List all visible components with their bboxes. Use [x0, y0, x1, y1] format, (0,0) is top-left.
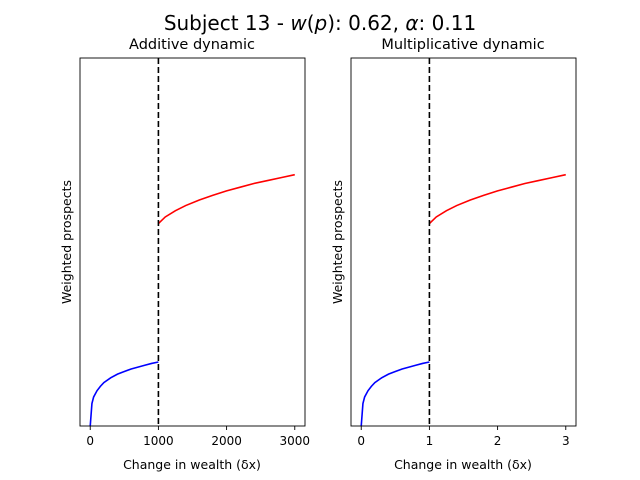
additive-panel: Additive dynamic Change in wealth (δx) W… [59, 37, 310, 472]
upper-curve [157, 173, 295, 225]
x-tick-label: 0 [86, 434, 94, 448]
x-tick-label: 3000 [279, 434, 310, 448]
lower-curve [360, 361, 430, 427]
plot-area: 0 1 2 3 [350, 57, 577, 448]
x-tick-label: 2 [494, 434, 502, 448]
suptitle-prefix: Subject 13 - [164, 11, 291, 35]
upper-curve [428, 173, 566, 225]
axes-frame [79, 57, 306, 427]
suptitle-w-value: 0.62 [348, 11, 393, 35]
panel-title: Additive dynamic [129, 37, 255, 53]
plot-area: 0 1000 2000 3000 [79, 57, 310, 448]
x-tick-label: 1000 [143, 434, 174, 448]
multiplicative-panel: Multiplicative dynamic Change in wealth … [330, 37, 577, 472]
axes-frame [350, 57, 577, 427]
x-tick-label: 3 [562, 434, 570, 448]
suptitle-w-symbol: w [290, 11, 307, 35]
x-tick-label: 2000 [211, 434, 242, 448]
x-tick-label: 0 [357, 434, 365, 448]
y-axis-label: Weighted prospects [330, 180, 345, 304]
x-axis-label: Change in wealth (δx) [394, 457, 532, 472]
x-axis-label: Change in wealth (δx) [123, 457, 261, 472]
lower-curve [89, 361, 159, 427]
figure-suptitle: Subject 13 - w(p): 0.62, α: 0.11 [164, 11, 476, 35]
suptitle-w-arg: p [314, 11, 328, 35]
suptitle-alpha-value: 0.11 [432, 11, 477, 35]
suptitle-alpha-symbol: α [405, 11, 418, 35]
y-axis-label: Weighted prospects [59, 180, 74, 304]
x-tick-label: 1 [426, 434, 434, 448]
panel-title: Multiplicative dynamic [381, 37, 544, 53]
